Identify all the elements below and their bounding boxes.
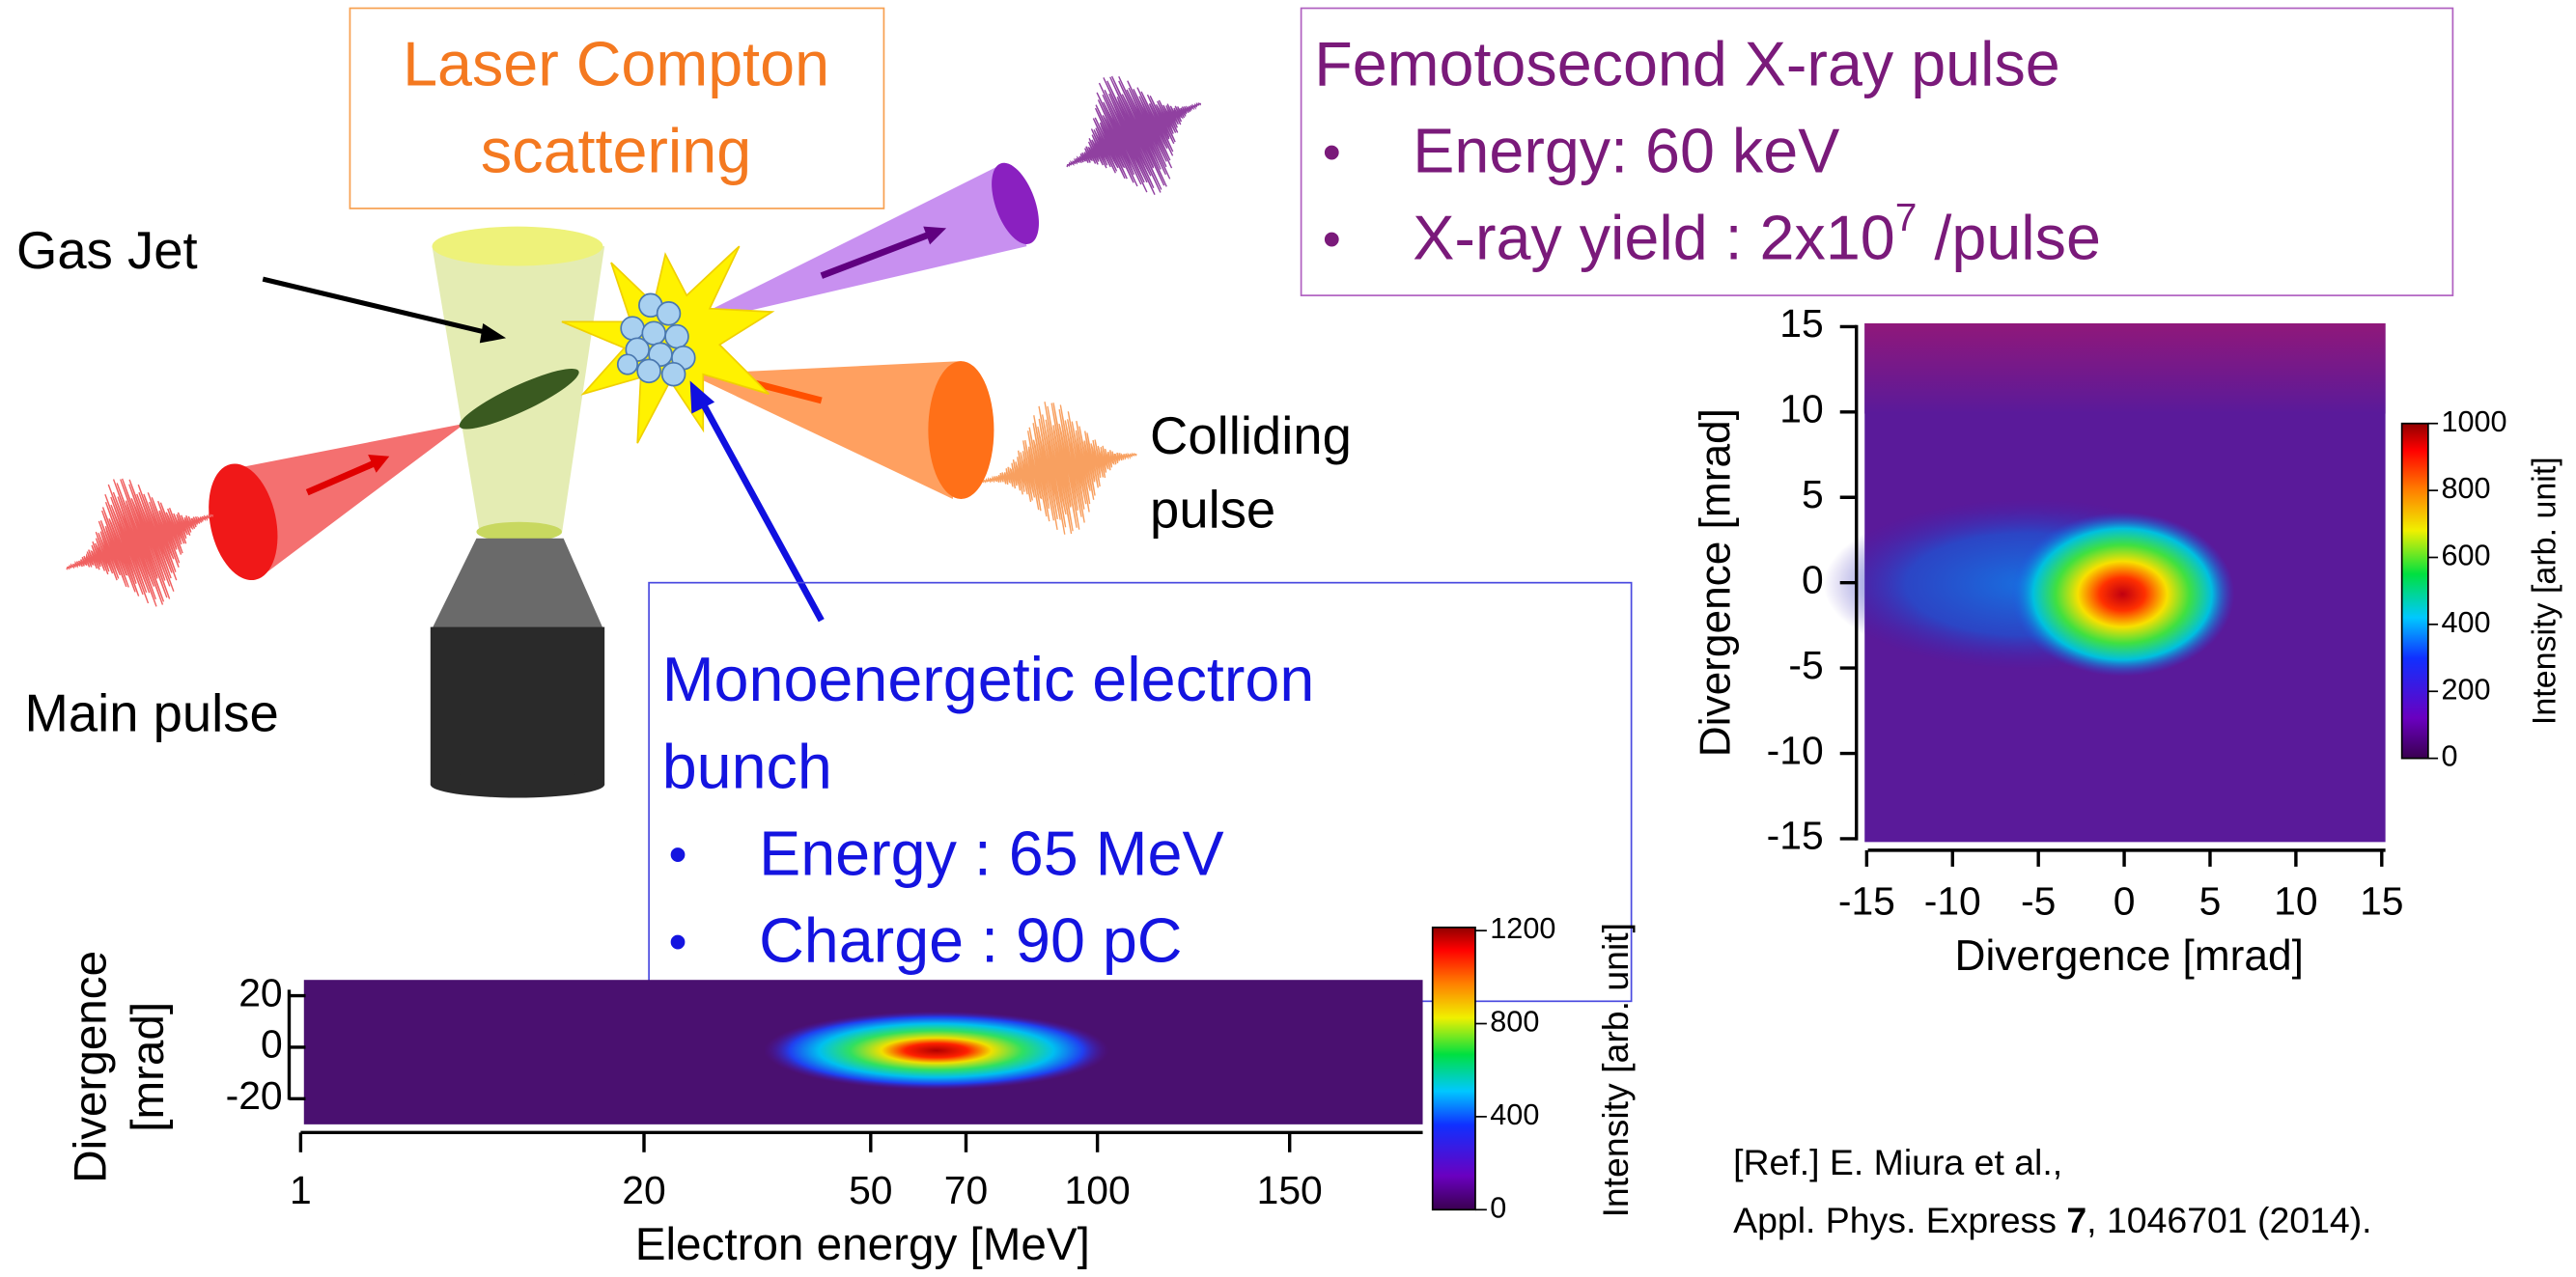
y-axis-label: Divergence [mrad] [1692,408,1739,757]
colorbar-tick-label: 800 [1490,1006,1539,1039]
x-tick-label: 0 [2114,879,2136,924]
page: Laser Compton scattering Gas Jet Main pu… [0,0,2576,1277]
colorbar-label: Intensity [arb. unit] [2526,457,2562,725]
xray-item: X-ray yield : 2x107 /pulse [1413,195,2101,273]
x-tick-label: 50 [849,1168,892,1212]
electron-spectrum [304,980,1423,1124]
y-tick-label: -20 [226,1073,283,1118]
electron-item: Energy : 65 MeV [759,818,1223,888]
superscript: 7 [1895,195,1918,239]
pulse-wave [983,402,1136,534]
y-axis-label: [mrad] [123,1002,174,1132]
pulse-wave [1067,76,1201,195]
electron-item: Charge : 90 pC [759,905,1182,976]
text: X-ray yield : 2x10 [1413,203,1894,273]
colorbar-tick-label: 400 [2441,606,2490,639]
electron-title: bunch [662,731,832,801]
x-tick-label: -10 [1924,879,1981,924]
y-tick-label: 5 [1802,472,1824,516]
pointer [703,403,822,620]
y-tick-label: 0 [261,1022,283,1067]
x-tick-label: 100 [1065,1168,1131,1212]
y-tick-label: 10 [1779,387,1823,431]
heatmap-band [1864,323,2385,414]
colorbar-tick-label: 0 [2441,740,2457,773]
colorbar-tick-label: 0 [1490,1191,1506,1224]
colliding-beam-end [928,361,994,499]
x-tick-label: -15 [1838,879,1895,924]
colliding-label: Colliding [1150,406,1352,465]
colorbar-tick-label: 1200 [1490,912,1555,945]
colorbar [1433,928,1475,1209]
pulse-wave [67,479,213,606]
y-tick-label: 0 [1802,557,1824,601]
gas-jet-top [433,227,603,266]
y-tick-label: -10 [1767,728,1824,772]
colorbar [2402,424,2428,759]
y-tick-label: -15 [1767,814,1824,858]
reference: Appl. Phys. Express 7, 1046701 (2014). [1733,1200,2371,1240]
x-axis-label: Electron energy [MeV] [635,1219,1090,1270]
nozzle-body [431,627,604,785]
colorbar-tick-label: 400 [1490,1098,1539,1131]
compton-title: scattering [481,116,751,186]
volume: 7 [2066,1200,2086,1240]
heatmap-core [2011,513,2234,677]
y-tick-label: 20 [238,970,282,1014]
reference: [Ref.] E. Miura et al., [1733,1142,2062,1182]
colorbar-tick-label: 200 [2441,673,2490,706]
xray-title: Femotosecond X-ray pulse [1314,29,2060,99]
colorbar-tick-label: 600 [2441,540,2490,572]
y-axis-label: Divergence [66,951,117,1183]
nozzle-base [431,771,604,797]
colorbar-tick-label: 800 [2441,472,2490,505]
colliding-label: pulse [1150,481,1275,540]
x-tick-label: 1 [290,1168,312,1212]
electron-title: Monoenergetic electron [662,644,1315,714]
nozzle [431,539,604,632]
bullet: • [669,825,687,884]
x-tick-label: 5 [2199,879,2222,924]
colorbar-tick-label: 1000 [2441,405,2506,438]
xray-item: Energy: 60 keV [1413,116,1839,186]
xray-image [1824,323,2386,842]
gas-jet-label: Gas Jet [16,221,198,280]
x-tick-label: 10 [2274,879,2317,924]
colorbar-label: Intensity [arb. unit] [1595,923,1636,1218]
bullet: • [1323,209,1341,268]
y-tick-label: -5 [1788,643,1823,687]
slide: Laser Compton scattering Gas Jet Main pu… [0,0,2576,1277]
text: , 1046701 (2014). [2086,1200,2371,1240]
x-tick-label: -5 [2021,879,2056,924]
bullet: • [1323,123,1341,181]
bullet: • [669,912,687,971]
x-tick-label: 20 [622,1168,665,1212]
x-tick-label: 70 [944,1168,988,1212]
x-tick-label: 150 [1257,1168,1323,1212]
x-axis-label: Divergence [mrad] [1954,932,2303,980]
compton-title: Laser Compton [403,29,829,99]
text: /pulse [1917,203,2100,273]
spectrum-peak [764,1012,1108,1091]
x-tick-label: 15 [2360,879,2403,924]
xray-beam [674,164,1027,328]
y-tick-label: 15 [1779,301,1823,346]
text: Appl. Phys. Express [1733,1200,2066,1240]
main-pulse-label: Main pulse [25,684,279,743]
